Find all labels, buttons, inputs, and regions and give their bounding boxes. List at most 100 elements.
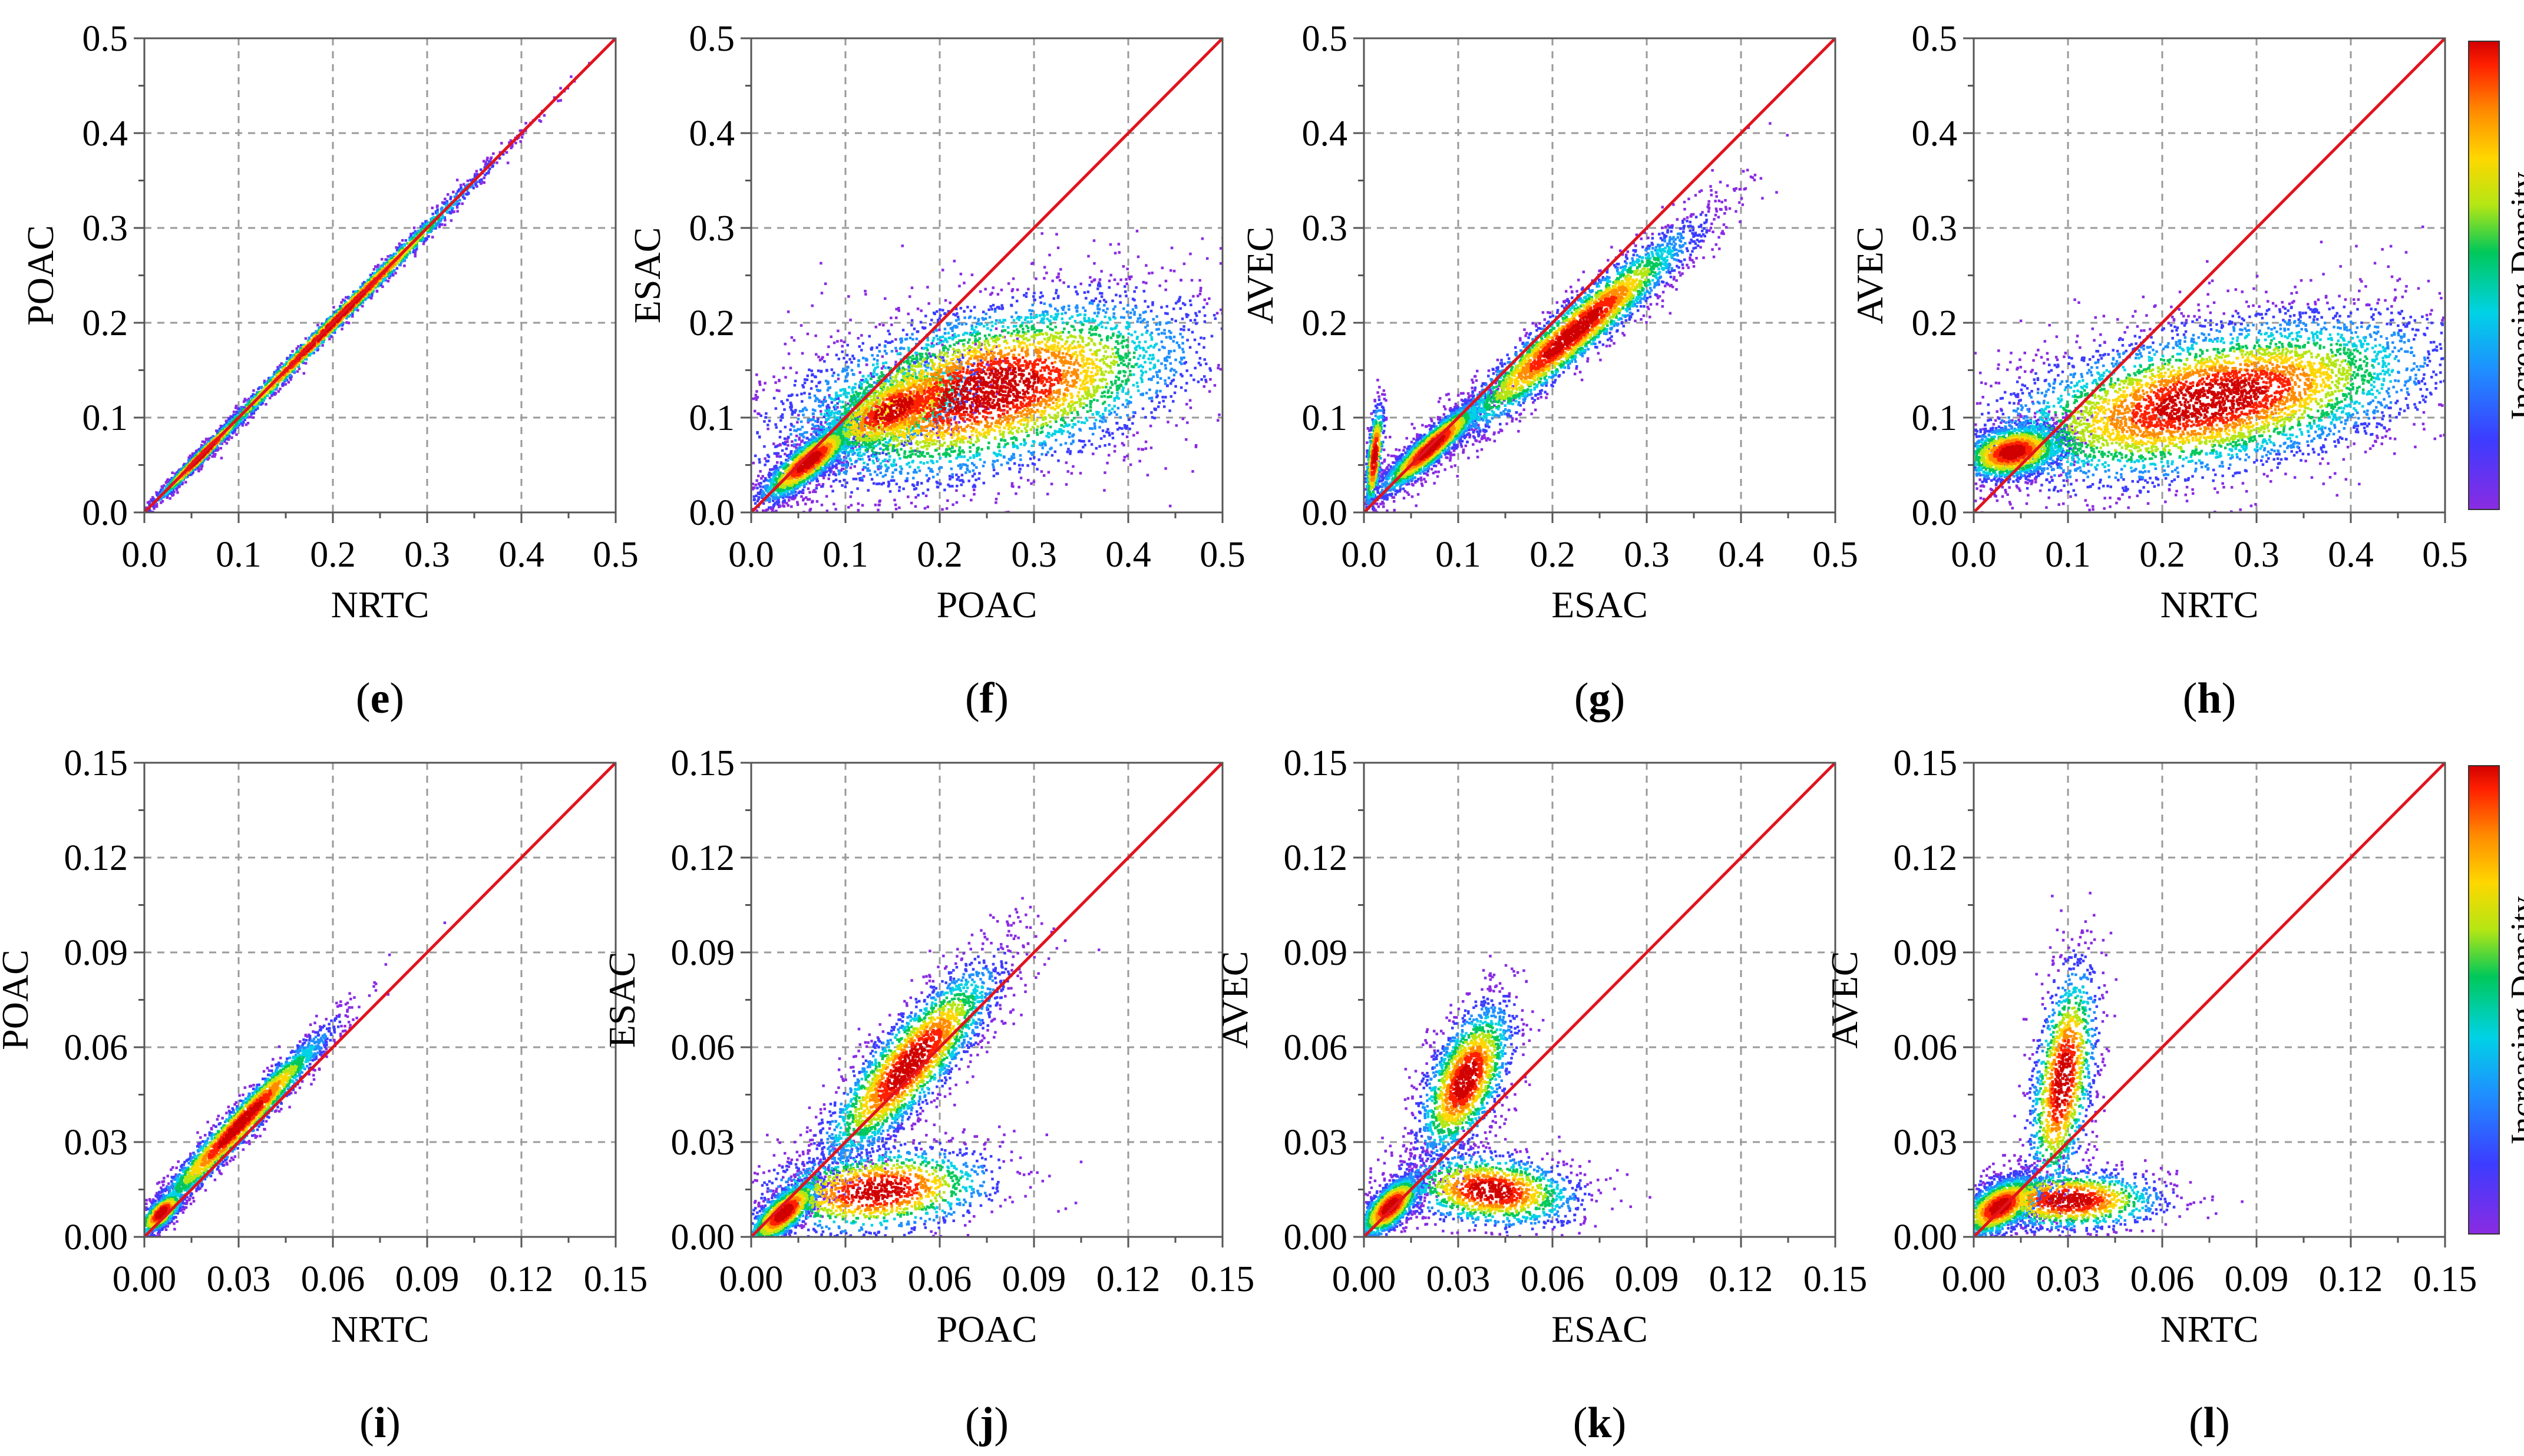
scatter-point [178, 479, 181, 483]
scatter-point [1093, 262, 1096, 265]
scatter-point [777, 503, 779, 506]
scatter-point [295, 347, 299, 350]
scatter-point [962, 480, 965, 484]
scatter-point [342, 314, 345, 317]
scatter-point [758, 435, 761, 439]
scatter-point [1142, 290, 1146, 293]
scatter-point [1198, 357, 1202, 360]
scatter-point [467, 191, 470, 194]
scatter-point [412, 249, 415, 252]
scatter-point [831, 489, 834, 493]
scatter-point [401, 247, 405, 250]
scatter-point [374, 272, 377, 275]
scatter-point [778, 435, 782, 439]
scatter-point [758, 461, 761, 464]
scatter-point [791, 393, 794, 396]
scatter-point [349, 299, 352, 303]
scatter-point [487, 171, 490, 175]
scatter-point [264, 385, 267, 389]
scatter-point [1056, 276, 1059, 279]
scatter-point [384, 258, 387, 261]
scatter-point [294, 360, 298, 364]
scatter-point [1150, 411, 1153, 414]
scatter-point [371, 290, 375, 293]
scatter-point [818, 427, 821, 430]
scatter-point [979, 290, 982, 293]
scatter-point [1116, 282, 1119, 286]
scatter-point [792, 494, 795, 498]
scatter-point [331, 329, 333, 332]
scatter-point [486, 156, 489, 160]
scatter-point [1125, 278, 1128, 281]
scatter-point [989, 305, 992, 308]
scatter-point [1031, 462, 1035, 465]
scatter-point [435, 223, 438, 227]
scatter-point [758, 383, 762, 386]
scatter-point [321, 328, 323, 331]
scatter-point [757, 474, 760, 478]
scatter-point [441, 214, 444, 217]
scatter-point [1098, 445, 1101, 448]
scatter-point [422, 233, 425, 236]
scatter-point [979, 359, 983, 362]
scatter-point [389, 264, 393, 268]
scatter-point [837, 462, 841, 465]
scatter-point [989, 293, 992, 296]
scatter-point [974, 392, 978, 395]
scatter-point [962, 494, 966, 497]
scatter-point [1188, 399, 1192, 402]
scatter-point [1168, 504, 1172, 508]
scatter-point [309, 352, 312, 356]
scatter-point [924, 494, 928, 498]
scatter-point [863, 425, 866, 428]
scatter-point [1016, 337, 1019, 340]
scatter-point [1108, 443, 1111, 446]
scatter-point [329, 319, 332, 322]
scatter-point [419, 225, 422, 228]
scatter-point [407, 248, 411, 251]
scatter-point [764, 464, 767, 466]
scatter-point [860, 334, 863, 337]
scatter-point [203, 441, 207, 444]
scatter-point [306, 353, 310, 356]
scatter-point [1026, 479, 1030, 482]
scatter-point [781, 413, 784, 416]
scatter-point [213, 455, 216, 458]
scatter-point [828, 406, 831, 409]
scatter-point [937, 436, 940, 439]
scatter-point [1115, 293, 1118, 297]
scatter-point [782, 366, 785, 370]
scatter-point [1039, 296, 1042, 299]
scatter-point [806, 498, 810, 501]
scatter-point [764, 416, 767, 419]
scatter-point [820, 370, 822, 373]
scatter-point [1189, 319, 1192, 322]
scatter-point [808, 491, 811, 494]
scatter-point [176, 474, 180, 477]
scatter-point [1106, 461, 1109, 465]
scatter-point [216, 445, 219, 448]
scatter-point [970, 498, 973, 502]
scatter-point [214, 448, 217, 451]
scatter-point [1055, 289, 1058, 292]
scatter-point [1138, 459, 1141, 463]
scatter-point [263, 395, 266, 398]
scatter-point [484, 163, 487, 167]
scatter-point [792, 339, 796, 342]
scatter-point [1153, 407, 1157, 411]
scatter-point [387, 271, 391, 274]
scatter-point [1185, 382, 1188, 385]
scatter-point [239, 422, 242, 425]
scatter-point [1092, 452, 1095, 455]
scatter-point [1108, 279, 1111, 283]
scatter-point [224, 433, 227, 436]
scatter-point [392, 254, 395, 257]
scatter-point [778, 389, 781, 392]
scatter-point [1090, 280, 1093, 283]
scatter-point [269, 390, 272, 393]
scatter-point [171, 471, 174, 474]
scatter-point [911, 483, 914, 487]
scatter-point [169, 479, 172, 482]
identity-line [144, 38, 616, 512]
scatter-point [1219, 247, 1223, 250]
